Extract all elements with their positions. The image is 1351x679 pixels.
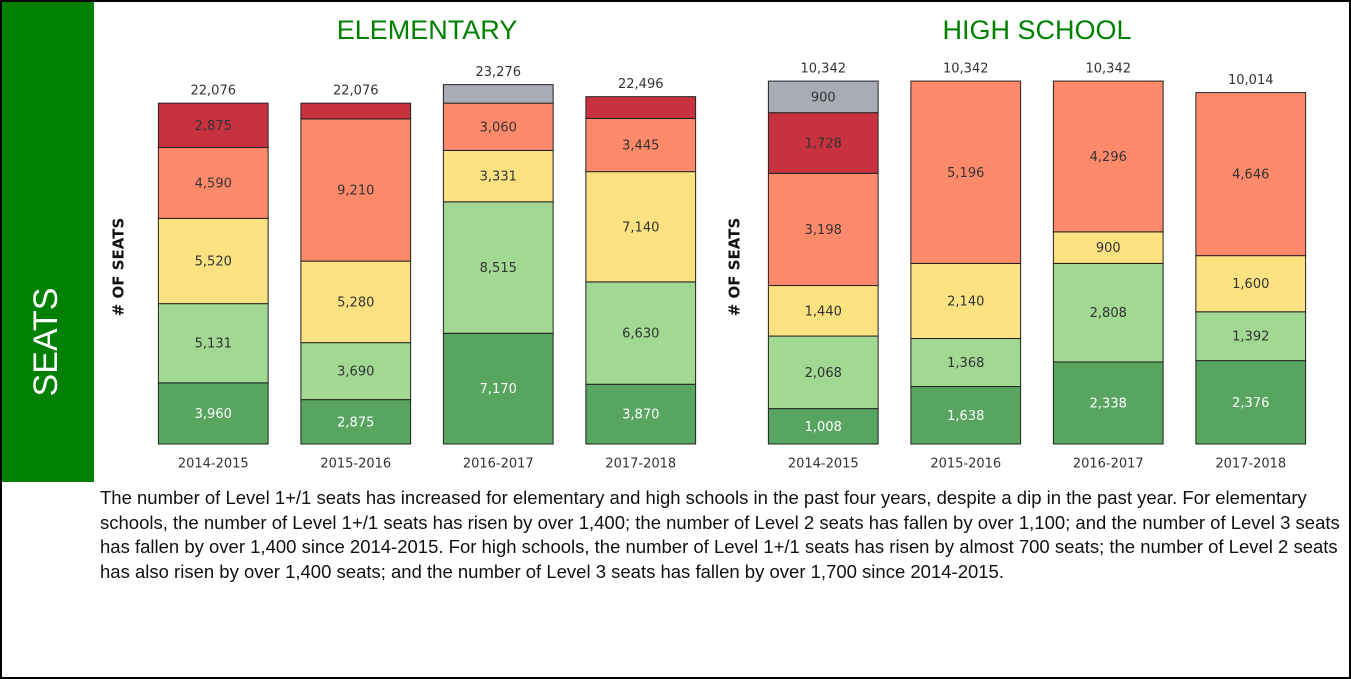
bar-segment bbox=[442, 102, 554, 151]
x-tick-label: 2016-2017 bbox=[1073, 457, 1144, 472]
bar-segment bbox=[300, 260, 412, 344]
sidebar-label: SEATS bbox=[27, 288, 65, 397]
value-label: 2,808 bbox=[1090, 306, 1127, 321]
total-label: 22,496 bbox=[618, 77, 664, 92]
total-label: 22,076 bbox=[191, 84, 237, 99]
bar-segment bbox=[910, 262, 1022, 340]
value-label: 2,376 bbox=[1232, 396, 1269, 411]
value-label: 3,445 bbox=[622, 139, 659, 154]
value-label: 8,515 bbox=[480, 261, 517, 276]
bar-segment bbox=[585, 281, 697, 385]
bar-segment bbox=[300, 118, 412, 262]
charts: SEATS ELEMENTARY # OF SEATS 2014-2015 3,960… bbox=[2, 2, 1307, 482]
chart-title: ELEMENTARY bbox=[337, 15, 518, 45]
bar-segment bbox=[585, 171, 697, 283]
bar-segment bbox=[300, 399, 412, 445]
value-label: 1,008 bbox=[805, 420, 842, 435]
value-label: 3,690 bbox=[337, 365, 374, 380]
bar-segment bbox=[157, 102, 269, 149]
bar-segment bbox=[1052, 361, 1164, 445]
value-label: 900 bbox=[811, 90, 836, 105]
x-tick-label: 2015-2016 bbox=[930, 457, 1001, 472]
value-label: 900 bbox=[1096, 241, 1121, 256]
value-label: 9,210 bbox=[337, 184, 374, 199]
sidebar bbox=[2, 2, 94, 482]
value-label: 7,170 bbox=[480, 382, 517, 397]
bar-segment bbox=[442, 201, 554, 334]
x-tick-label: 2017-2018 bbox=[1215, 457, 1286, 472]
chart-title: HIGH SCHOOL bbox=[942, 15, 1131, 45]
bar-segment bbox=[300, 102, 412, 120]
bar-segment bbox=[767, 80, 879, 114]
bar-segment bbox=[767, 335, 879, 410]
bar-segment bbox=[442, 332, 554, 445]
value-label: 5,196 bbox=[947, 166, 984, 181]
value-label: 3,060 bbox=[480, 120, 517, 135]
value-label: 2,875 bbox=[337, 415, 374, 430]
value-label: 3,870 bbox=[622, 408, 659, 423]
value-label: 2,875 bbox=[195, 119, 232, 134]
value-label: 2,140 bbox=[947, 294, 984, 309]
bar-segment bbox=[1195, 92, 1307, 257]
bar-segment bbox=[767, 172, 879, 287]
bar-segment bbox=[767, 408, 879, 445]
value-label: 1,440 bbox=[805, 304, 842, 319]
value-label: 5,131 bbox=[195, 337, 232, 352]
x-tick-label: 2014-2015 bbox=[788, 457, 859, 472]
value-label: 7,140 bbox=[622, 220, 659, 235]
total-label: 10,342 bbox=[801, 62, 847, 77]
x-tick-label: 2014-2015 bbox=[178, 457, 249, 472]
description: The number of Level 1+/1 seats has incre… bbox=[100, 487, 1340, 582]
total-label: 10,014 bbox=[1228, 73, 1274, 88]
bar-segment bbox=[157, 382, 269, 445]
bar-segment bbox=[767, 285, 879, 337]
value-label: 5,520 bbox=[195, 255, 232, 270]
value-label: 2,338 bbox=[1090, 396, 1127, 411]
value-label: 2,068 bbox=[805, 366, 842, 381]
bar-segment bbox=[157, 147, 269, 219]
bar-segment bbox=[910, 80, 1022, 264]
x-tick-label: 2016-2017 bbox=[463, 457, 534, 472]
value-label: 6,630 bbox=[622, 327, 659, 342]
total-label: 22,076 bbox=[333, 84, 379, 99]
total-label: 23,276 bbox=[476, 65, 522, 80]
bar-segment bbox=[1052, 231, 1164, 264]
value-label: 1,392 bbox=[1232, 330, 1269, 345]
value-label: 4,590 bbox=[195, 176, 232, 191]
bar-segment bbox=[1195, 360, 1307, 445]
bar-segment bbox=[1195, 255, 1307, 313]
bar-segment bbox=[585, 117, 697, 173]
bar-segment bbox=[157, 303, 269, 384]
value-label: 1,638 bbox=[947, 409, 984, 424]
value-label: 4,296 bbox=[1090, 150, 1127, 165]
value-label: 1,728 bbox=[805, 136, 842, 151]
value-label: 3,331 bbox=[480, 170, 517, 185]
value-label: 1,600 bbox=[1232, 277, 1269, 292]
x-tick-label: 2017-2018 bbox=[605, 457, 676, 472]
bar-segment bbox=[585, 96, 697, 119]
total-label: 10,342 bbox=[1086, 62, 1132, 77]
value-label: 3,198 bbox=[805, 223, 842, 238]
y-axis-label: # OF SEATS bbox=[726, 218, 744, 317]
bar-segment bbox=[910, 338, 1022, 388]
value-label: 4,646 bbox=[1232, 168, 1269, 183]
bar-segment bbox=[910, 386, 1022, 445]
bar-segment bbox=[1052, 262, 1164, 363]
total-label: 10,342 bbox=[943, 62, 989, 77]
bar-segment bbox=[442, 84, 554, 104]
value-label: 1,368 bbox=[947, 356, 984, 371]
value-label: 3,960 bbox=[195, 407, 232, 422]
y-axis-label: # OF SEATS bbox=[110, 218, 128, 317]
bar-segment bbox=[442, 149, 554, 203]
x-tick-label: 2015-2016 bbox=[320, 457, 391, 472]
bar-segment bbox=[300, 342, 412, 401]
bar-segment bbox=[1052, 80, 1164, 233]
value-label: 5,280 bbox=[337, 295, 374, 310]
